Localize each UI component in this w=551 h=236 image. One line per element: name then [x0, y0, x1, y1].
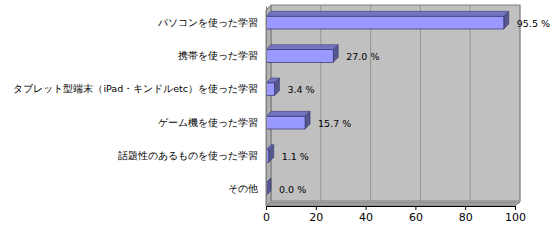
category-label: タブレット型端末（iPad・キンドルetc）を使った学習	[13, 83, 258, 94]
tick-mark	[515, 206, 516, 210]
tick-label: 100	[505, 211, 526, 224]
data-label: 0.0 %	[279, 184, 306, 195]
data-label: 27.0 %	[346, 51, 379, 62]
tick-mark	[366, 206, 367, 210]
grid-line	[520, 5, 521, 202]
tick-mark	[465, 206, 466, 210]
tick-label: 40	[359, 211, 373, 224]
category-label: 話題性のあるものを使った学習	[118, 150, 258, 161]
data-label: 15.7 %	[318, 118, 351, 129]
category-label: ゲーム機を使った学習	[158, 117, 258, 128]
axis-line	[266, 7, 267, 207]
chart: 0 20 40 60 80 100 パソコンを使った学習携帯を使った学習タブレット型端末（i…	[0, 0, 551, 236]
data-label: 3.4 %	[287, 84, 314, 95]
bars	[266, 11, 509, 195]
bar	[266, 83, 274, 96]
tick-mark	[415, 206, 416, 210]
grid-line	[420, 5, 421, 202]
data-labels: 95.5 % 27.0 % 3.4 % 15.7 % 1.1 % 0.0 %	[279, 18, 550, 196]
tick-label: 80	[459, 211, 473, 224]
data-label: 1.1 %	[282, 151, 309, 162]
bar-side	[305, 111, 310, 129]
bar-top	[266, 45, 338, 50]
tick: 40	[359, 206, 373, 224]
tick-mark	[316, 206, 317, 210]
tick: 話題性のあるものを使った学習	[118, 150, 266, 161]
bar-side	[504, 11, 509, 29]
y-axis: パソコンを使った学習携帯を使った学習タブレット型端末（iPad・キンドルetc）…	[13, 7, 266, 207]
tick: タブレット型端末（iPad・キンドルetc）を使った学習	[13, 83, 266, 94]
bar	[266, 116, 305, 129]
tick: 100	[505, 206, 526, 224]
tick: その他	[228, 183, 266, 194]
tick: 20	[309, 206, 323, 224]
tick: 0	[263, 206, 270, 224]
tick: 携帯を使った学習	[178, 50, 266, 61]
bar-top	[266, 111, 310, 116]
bar-top	[266, 11, 509, 16]
plot: 0 20 40 60 80 100 パソコンを使った学習携帯を使った学習タブレット型端末（i…	[13, 5, 550, 224]
tick-label: 0	[263, 211, 270, 224]
bar-side	[269, 145, 274, 163]
x-axis: 0 20 40 60 80 100	[263, 206, 526, 224]
bar-side	[274, 78, 279, 96]
grid-line	[370, 5, 371, 202]
category-label: その他	[228, 183, 258, 194]
grid-line	[320, 5, 321, 202]
category-label: パソコンを使った学習	[157, 17, 258, 28]
plot-floor	[266, 202, 520, 206]
grid-line	[470, 5, 471, 202]
tick-label: 20	[309, 211, 323, 224]
axis-line	[267, 207, 516, 211]
bar	[266, 16, 504, 29]
tick-label: 60	[409, 211, 423, 224]
tick: ゲーム機を使った学習	[158, 117, 266, 128]
bar-side	[333, 45, 338, 63]
plot-background	[271, 5, 520, 201]
tick-mark	[266, 206, 267, 210]
grid	[271, 5, 520, 202]
data-label: 95.5 %	[517, 18, 550, 29]
bar	[266, 50, 333, 63]
tick: 80	[459, 206, 473, 224]
plot-side-wall	[266, 5, 271, 206]
tick: パソコンを使った学習	[157, 17, 266, 28]
tick: 60	[409, 206, 423, 224]
category-label: 携帯を使った学習	[178, 50, 258, 61]
grid-line	[271, 5, 272, 202]
